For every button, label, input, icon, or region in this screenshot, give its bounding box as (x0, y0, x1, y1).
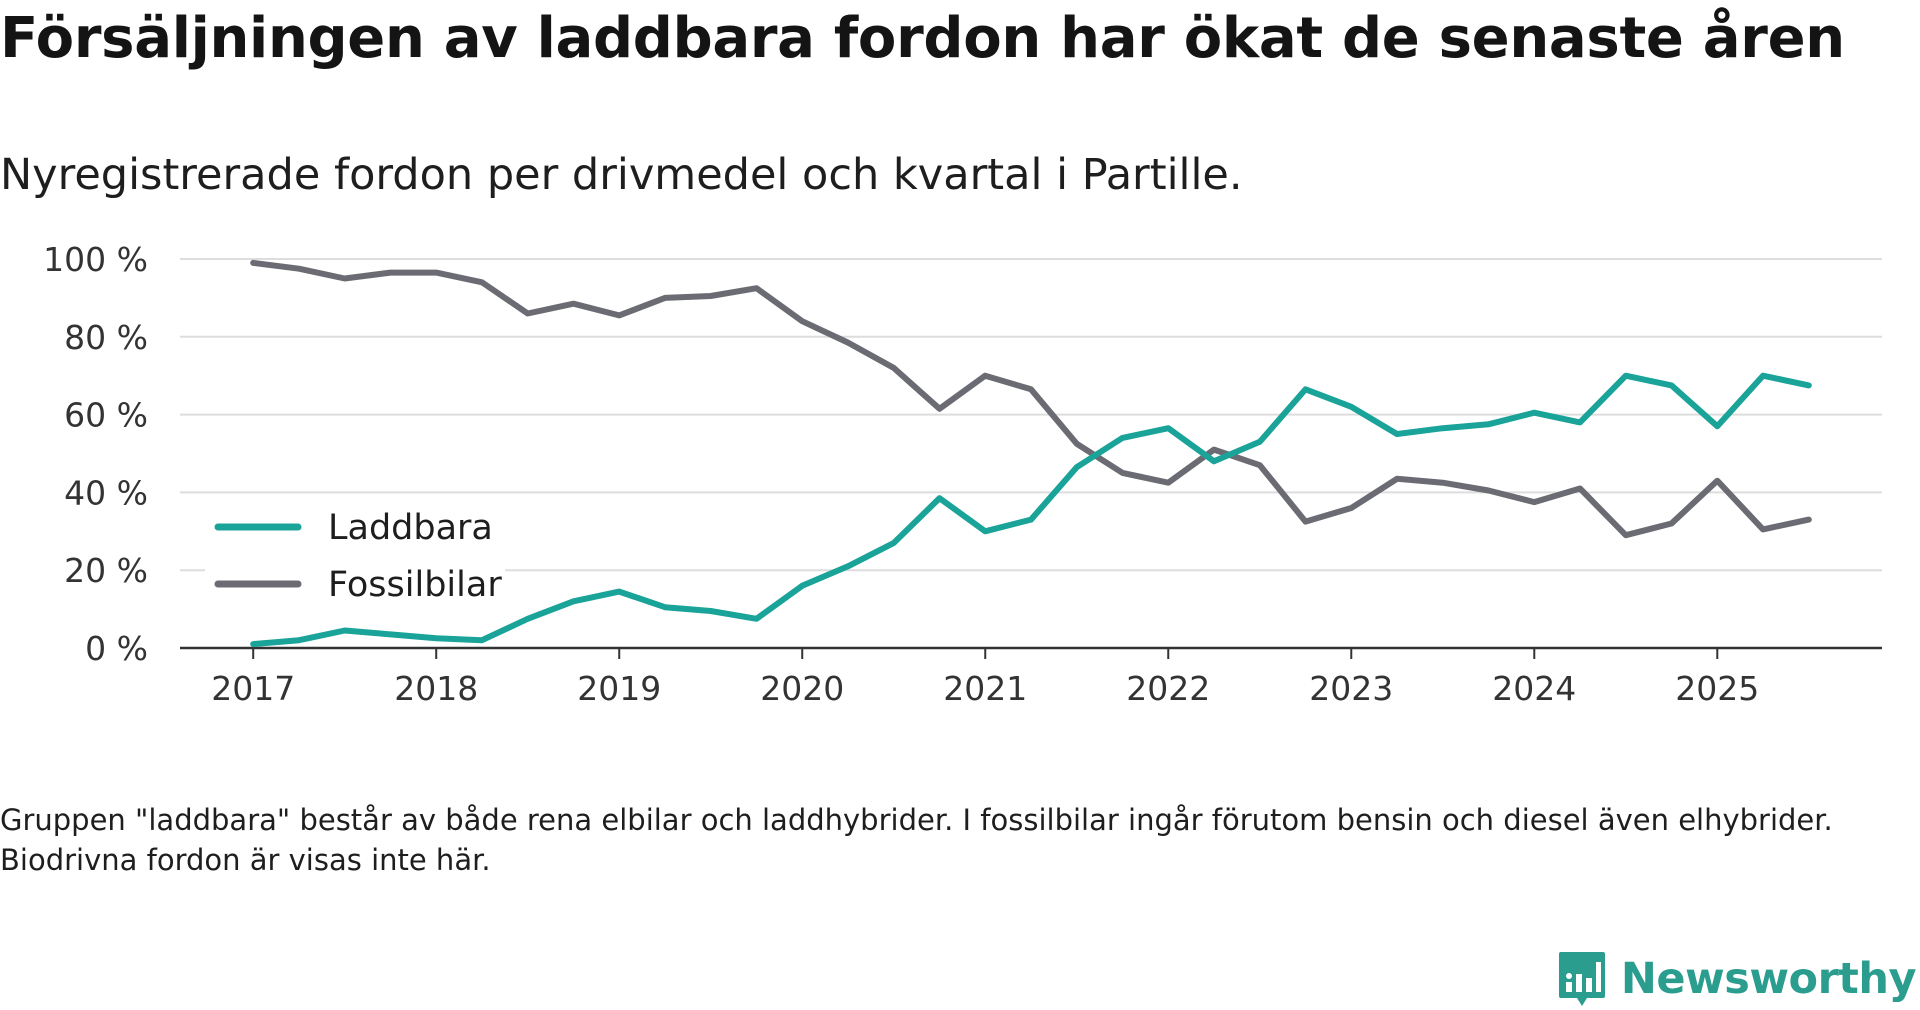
x-tick-label: 2020 (760, 669, 844, 708)
x-tick-label: 2019 (577, 669, 661, 708)
y-tick-label: 60 % (64, 396, 148, 435)
legend-background (205, 495, 505, 613)
brand[interactable]: Newsworthy (1557, 950, 1917, 1008)
series-lines (250, 259, 1812, 648)
x-axis-ticks: 2017 2018 2019 2020 2021 2022 2023 2024 2025 (211, 648, 1759, 708)
line-chart: 0 % 20 % 40 % 60 % 80 % 100 % 2017 2018 2019 202… (43, 240, 1882, 708)
y-tick-label: 100 % (43, 240, 148, 279)
x-tick-label: 2024 (1492, 669, 1576, 708)
x-tick-label: 2017 (211, 669, 295, 708)
x-tick-label: 2018 (394, 669, 478, 708)
y-tick-label: 0 % (85, 629, 148, 668)
brand-name: Newsworthy (1620, 954, 1917, 1004)
x-tick-label: 2022 (1126, 669, 1210, 708)
legend: Laddbara Fossilbilar (205, 495, 505, 613)
series-line-fossilbilar (250, 259, 1812, 539)
newsworthy-logo-icon (1558, 952, 1605, 1006)
chart-subtitle: Nyregistrerade fordon per drivmedel och … (0, 150, 1243, 200)
series-line-laddbara (250, 372, 1812, 648)
y-axis-ticks: 0 % 20 % 40 % 60 % 80 % 100 % (43, 240, 148, 668)
legend-label: Laddbara (328, 508, 493, 548)
x-tick-label: 2023 (1309, 669, 1393, 708)
y-tick-label: 40 % (64, 473, 148, 512)
x-tick-label: 2025 (1675, 669, 1759, 708)
footnote: Gruppen "laddbara" består av både rena e… (0, 803, 1833, 877)
y-tick-label: 20 % (64, 551, 148, 590)
chart-title: Försäljningen av laddbara fordon har öka… (0, 6, 1845, 71)
grid-lines (180, 258, 1882, 650)
legend-label: Fossilbilar (328, 565, 502, 605)
x-tick-label: 2021 (943, 669, 1027, 708)
y-tick-label: 80 % (64, 318, 148, 357)
